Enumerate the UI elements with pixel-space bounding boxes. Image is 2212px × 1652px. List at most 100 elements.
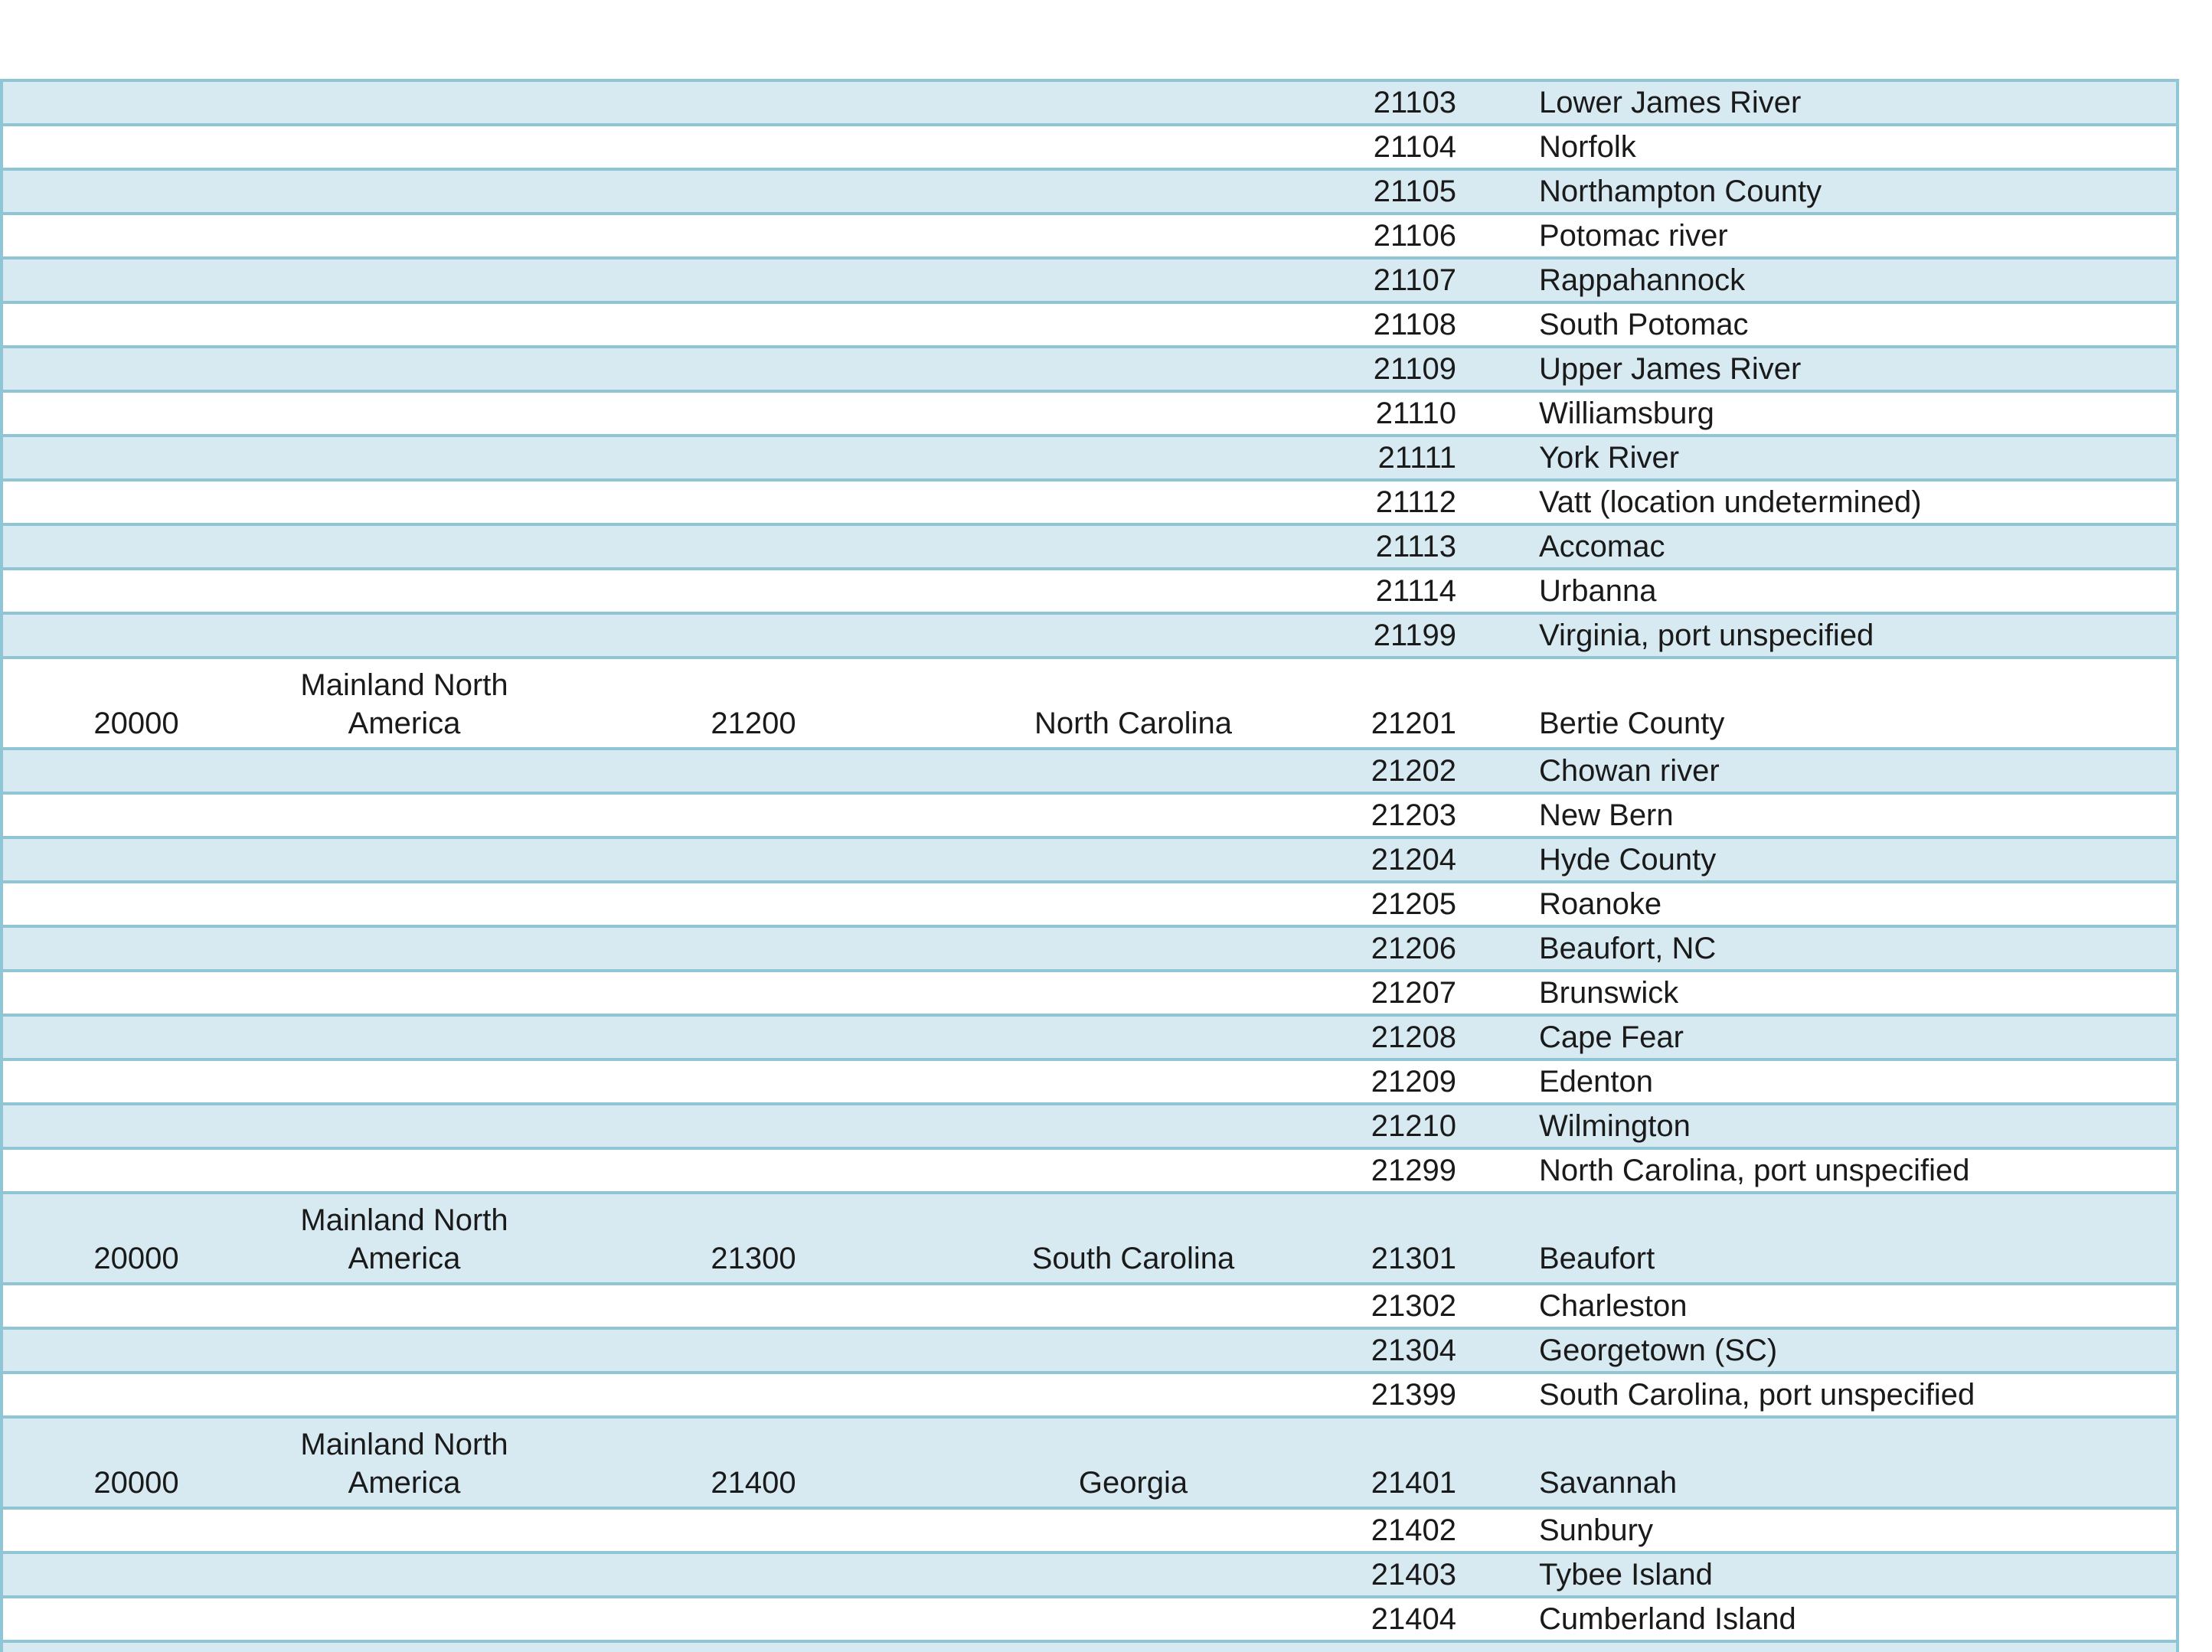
cell-group-code (3, 615, 270, 656)
cell-region-code (539, 1374, 968, 1415)
cell-group-name (270, 1598, 539, 1640)
cell-port-name: Edenton (1539, 1065, 1654, 1099)
cell-port-name: York River (1539, 441, 1680, 475)
cell-region-code (539, 1598, 968, 1640)
cell-port-code: 21110 (1375, 397, 1456, 430)
cell-port-code: 21401 (1371, 1466, 1456, 1500)
cell-port-code: 21301 (1371, 1242, 1456, 1275)
cell-region-code (539, 126, 968, 168)
cell-region-name (968, 82, 1299, 123)
cell-group-name (270, 437, 539, 478)
cell-group-name (270, 126, 539, 168)
table-row: 21109 Upper James River (3, 348, 2176, 393)
cell-region-name (968, 1598, 1299, 1640)
cell-group-code (3, 526, 270, 567)
table-row: 21104 Norfolk (3, 126, 2176, 171)
cell-group-name (270, 1330, 539, 1371)
cell-region-code (539, 1105, 968, 1147)
cell-port-code: 21103 (1373, 86, 1456, 119)
cell-port-name: Hyde County (1539, 843, 1717, 877)
cell-region-name: Georgia (1078, 1466, 1188, 1500)
cell-region-code: 21200 (711, 707, 796, 740)
table-row: 21206 Beaufort, NC (3, 928, 2176, 972)
table-row: 21199 Virginia, port unspecified (3, 615, 2176, 659)
cell-group-code (3, 1374, 270, 1415)
cell-region-code (539, 1061, 968, 1102)
cell-port-code: 21399 (1371, 1378, 1456, 1412)
cell-port-code: 21206 (1371, 932, 1456, 965)
cell-group-code (3, 1285, 270, 1327)
cell-region-name (968, 215, 1299, 256)
cell-region-name (968, 437, 1299, 478)
cell-region-name (968, 304, 1299, 345)
cell-port-code: 21202 (1371, 754, 1456, 788)
cell-region-name (968, 1061, 1299, 1102)
cell-port-name: Accomac (1539, 530, 1665, 563)
cell-port-code: 21107 (1373, 263, 1456, 297)
cell-port-code: 21199 (1373, 619, 1456, 652)
cell-port-code: 21113 (1375, 530, 1456, 563)
cell-port-code: 21304 (1371, 1334, 1456, 1367)
cell-port-code: 21205 (1371, 887, 1456, 921)
cell-group-code (3, 260, 270, 301)
cell-port-code: 21404 (1371, 1602, 1456, 1636)
cell-group-code (3, 1150, 270, 1191)
cell-group-name (270, 82, 539, 123)
table-row: 21113 Accomac (3, 526, 2176, 570)
cell-region-name (968, 839, 1299, 880)
table-row: 21110 Williamsburg (3, 393, 2176, 437)
cell-group-code (3, 171, 270, 212)
table-row: 21403 Tybee Island (3, 1554, 2176, 1598)
cell-group-code (3, 126, 270, 168)
cell-port-name: Williamsburg (1539, 397, 1714, 430)
cell-group-code (3, 750, 270, 792)
cell-region-name (968, 1105, 1299, 1147)
cell-port-name: Charleston (1539, 1289, 1688, 1323)
cell-region-code (539, 1510, 968, 1551)
cell-group-name (270, 795, 539, 836)
cell-group-name (270, 1150, 539, 1191)
cell-port-name: Norfolk (1539, 130, 1636, 164)
cell-region-code (539, 437, 968, 478)
cell-group-name: Mainland North America (300, 1203, 508, 1275)
cell-group-code (3, 795, 270, 836)
cell-region-name (968, 1330, 1299, 1371)
cell-group-code (3, 393, 270, 434)
cell-port-code: 21403 (1371, 1558, 1456, 1592)
cell-region-name (968, 570, 1299, 612)
cell-group-code: 20000 (93, 1466, 179, 1500)
cell-region-name (968, 393, 1299, 434)
table-section-row: 20000 Mainland North America 21200 North Ca… (3, 659, 2176, 750)
cell-group-code (3, 1554, 270, 1595)
cell-port-name: Beaufort, NC (1539, 932, 1717, 965)
cell-region-name (968, 526, 1299, 567)
cell-port-code: 21209 (1371, 1065, 1456, 1099)
cell-group-name (270, 839, 539, 880)
cell-port-name: Brunswick (1539, 976, 1679, 1010)
cell-region-name: South Carolina (1031, 1242, 1235, 1275)
cell-region-code (539, 215, 968, 256)
cell-group-code (3, 928, 270, 969)
cell-region-code: 21300 (711, 1242, 796, 1275)
cell-region-name (968, 1554, 1299, 1595)
cell-region-code (539, 482, 968, 523)
cell-region-code (539, 348, 968, 390)
cell-region-name (968, 482, 1299, 523)
cell-port-name: North Carolina, port unspecified (1539, 1154, 1970, 1187)
cell-port-code: 21302 (1371, 1289, 1456, 1323)
cell-port-name: Georgetown (SC) (1539, 1334, 1778, 1367)
cell-group-code (3, 839, 270, 880)
table-row: 21103 Lower James River (3, 82, 2176, 126)
cell-port-name: Urbanna (1539, 574, 1657, 608)
cell-port-name: Northampton County (1539, 175, 1822, 208)
cell-port-name: Bertie County (1539, 707, 1725, 740)
table-row: 21106 Potomac river (3, 215, 2176, 260)
table-section-row: 20000 Mainland North America 21300 South Ca… (3, 1194, 2176, 1285)
table-partial-row (3, 1643, 2176, 1652)
cell-region-name: North Carolina (1034, 707, 1232, 740)
cell-port-code: 21111 (1377, 441, 1456, 475)
cell-port-code: 21210 (1371, 1109, 1456, 1143)
cell-group-name (270, 1374, 539, 1415)
cell-port-name: Vatt (location undetermined) (1539, 485, 1922, 519)
